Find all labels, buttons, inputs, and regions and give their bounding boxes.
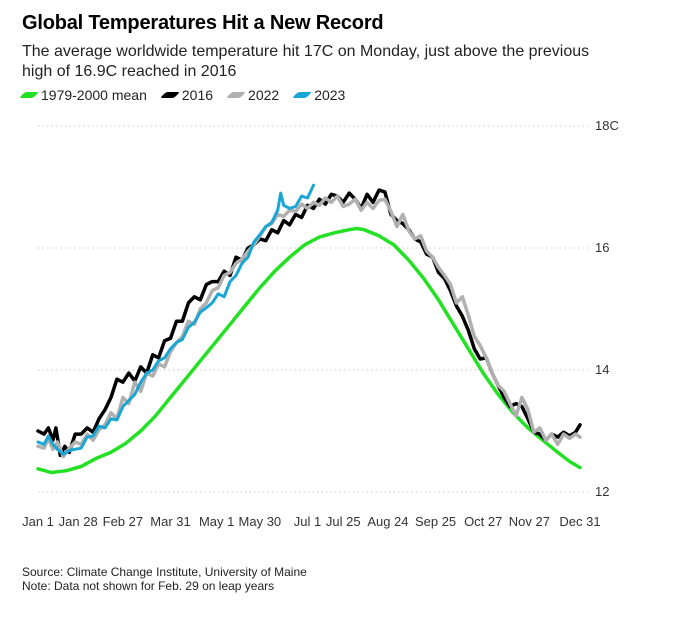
legend-item-2016: 2016 xyxy=(159,87,214,103)
x-tick-label: Feb 27 xyxy=(103,514,143,529)
leap-year-note: Note: Data not shown for Feb. 29 on leap… xyxy=(22,579,275,593)
legend-item-2022: 2022 xyxy=(226,87,280,103)
legend-label-mean: 1979-2000 mean xyxy=(41,87,147,103)
x-tick-label: Mar 31 xyxy=(150,514,190,529)
x-tick-label: Jan 28 xyxy=(59,514,98,529)
legend-item-2023: 2023 xyxy=(292,87,346,103)
chart-title: Global Temperatures Hit a New Record xyxy=(22,12,384,34)
series-line-1979-2000-mean xyxy=(36,226,582,475)
x-tick-label: Nov 27 xyxy=(509,514,550,529)
legend-label-2022: 2022 xyxy=(248,87,280,103)
x-tick-label: Jul 25 xyxy=(326,514,361,529)
x-tick-label: May 30 xyxy=(239,514,282,529)
x-tick-label: May 1 xyxy=(199,514,234,529)
temperature-line-chart: 12 14 16 18C Jan 1 Jan 28 Feb 27 Mar 31 May 1 May… xyxy=(22,118,619,529)
x-tick-label: Sep 25 xyxy=(415,514,456,529)
footnotes: Source: Climate Change Institute, Univer… xyxy=(22,565,307,593)
legend-label-2016: 2016 xyxy=(181,87,214,103)
legend-swatch-2023 xyxy=(292,92,313,98)
chart-subtitle: The average worldwide temperature hit 17… xyxy=(22,43,590,80)
y-tick-label: 14 xyxy=(595,362,609,377)
source-note: Source: Climate Change Institute, Univer… xyxy=(22,565,307,579)
y-tick-label: 12 xyxy=(595,484,609,499)
x-tick-label: Jul 1 xyxy=(294,514,321,529)
y-tick-label: 18C xyxy=(595,118,619,133)
series-line-2023 xyxy=(36,183,315,456)
series-line-2022 xyxy=(36,194,582,459)
legend-label-2023: 2023 xyxy=(314,87,346,103)
y-tick-label: 16 xyxy=(595,240,609,255)
legend-swatch-2022 xyxy=(226,92,247,98)
legend: 1979-2000 mean 2016 2022 2023 xyxy=(19,87,346,103)
x-tick-label: Jan 1 xyxy=(22,514,54,529)
legend-swatch-mean xyxy=(19,92,39,98)
x-tick-label: Dec 31 xyxy=(559,514,600,529)
x-tick-label: Oct 27 xyxy=(464,514,502,529)
legend-swatch-2016 xyxy=(159,92,180,98)
x-tick-label: Aug 24 xyxy=(367,514,408,529)
legend-item-mean: 1979-2000 mean xyxy=(19,87,147,103)
